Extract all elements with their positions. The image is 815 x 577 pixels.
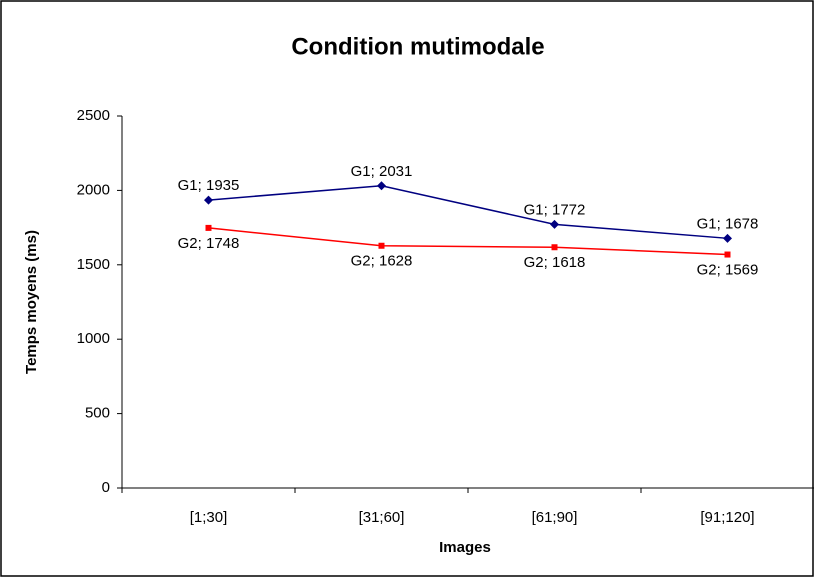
series-line: [208, 185, 728, 240]
y-axis-title: Temps moyens (ms): [23, 230, 40, 374]
x-tick-label: [91;120]: [700, 509, 754, 526]
data-label: G2; 1748: [178, 235, 240, 252]
data-label: G1; 1772: [524, 201, 586, 218]
x-tick-label: [61;90]: [532, 509, 578, 526]
data-label: G2; 1618: [524, 254, 586, 271]
data-label: G2; 1628: [351, 253, 413, 270]
marker: [204, 195, 213, 205]
x-tick-label: [31;60]: [359, 509, 405, 526]
y-tick-label: 500: [85, 405, 110, 422]
data-label: G1; 1678: [697, 215, 759, 232]
series-line: [208, 227, 728, 256]
data-label: G2; 1569: [697, 262, 759, 279]
x-tick-label: [1;30]: [190, 509, 228, 526]
y-tick-label: 2500: [77, 107, 110, 124]
y-tick-label: 2000: [77, 181, 110, 198]
chart-title: Condition mutimodale: [291, 33, 544, 60]
x-axis-title: Images: [439, 539, 491, 556]
marker: [550, 219, 559, 229]
marker: [724, 251, 731, 258]
marker: [205, 224, 212, 231]
marker: [378, 242, 385, 249]
marker: [723, 233, 732, 243]
data-label: G1; 2031: [351, 163, 413, 180]
y-tick-label: 1500: [77, 256, 110, 273]
marker: [377, 181, 386, 191]
data-label: G1; 1935: [178, 177, 240, 194]
y-tick-label: 1000: [77, 330, 110, 347]
marker: [551, 244, 558, 251]
y-tick-label: 0: [102, 479, 110, 496]
